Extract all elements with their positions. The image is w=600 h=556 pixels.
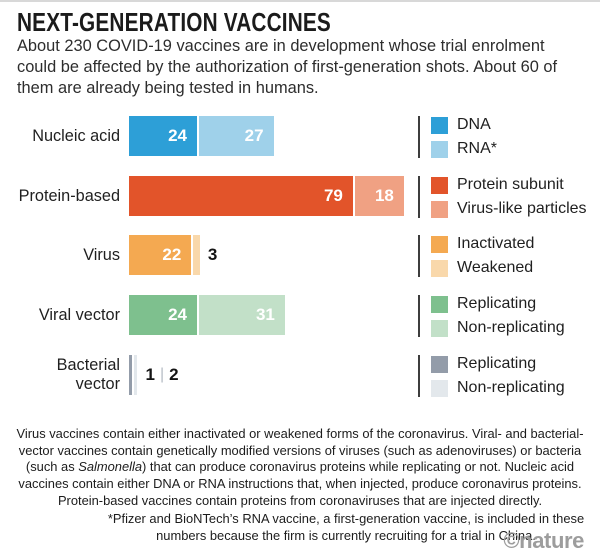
bar-segment-dna: 24 [129,116,198,156]
legend-group-2: Protein subunit Virus-like particles [418,176,593,218]
value-label: 22 [162,245,182,264]
legend-swatch-non-replicating [431,379,448,397]
value-label: 24 [168,305,188,324]
legend-label: Virus-like particles [457,200,587,217]
legend-group-4: Replicating Non-replicating [418,295,593,337]
category-label-virus: Virus [83,245,120,264]
bar-protein-based: 79 18 [129,176,404,216]
legend-item-replicating: Replicating [431,295,593,313]
bar-virus: 22 3 [129,235,217,275]
value-separator: | [159,366,165,383]
legend-item-inactivated: Inactivated [431,235,593,253]
bar-segment-non-replicating: 31 [197,295,285,335]
category-label-nucleic-acid: Nucleic acid [32,126,120,145]
note-text-cont: ) that can produce coronavirus proteins … [18,459,582,509]
legend-label: Replicating [457,295,537,312]
value-label: 3 [207,245,218,264]
bar-nucleic-acid: 24 27 [129,116,274,156]
legend-item-virus-like-particles: Virus-like particles [431,200,593,218]
legend-label: Weakened [457,259,534,276]
bar-segment-non-replicating [131,355,138,395]
legend-item-dna: DNA [431,116,593,134]
chart-note: Virus vaccines contain either inactivate… [8,426,592,510]
bar-segment-virus-like-particles: 18 [352,176,404,216]
note-italic-text: Salmonella [78,459,143,475]
bar-segment-replicating: 24 [129,295,198,335]
category-label-bacterial-vector: Bacterial vector [56,356,120,393]
nature-credit: ©nature [503,528,584,553]
note-text: Virus vaccines contain either inactivate… [16,425,584,475]
bar-segment-inactivated: 22 [129,235,192,275]
bar-segment-replicating [129,355,132,395]
legend-group-5: Replicating Non-replicating [418,355,593,397]
legend-swatch-inactivated [431,235,448,253]
legend-swatch-virus-like-particles [431,200,448,218]
legend-label: Protein subunit [457,176,564,193]
value-label: 31 [255,305,275,324]
value-label: 1 [145,365,155,384]
legend-label: RNA* [457,140,498,157]
legend-item-weakened: Weakened [431,259,593,277]
bar-segment-protein-subunit: 79 [129,176,353,216]
chart-row-viral-vector: Viral vector 24 31 [0,295,600,335]
legend-item-rna: RNA* [431,140,593,158]
legend-item-non-replicating: Non-replicating [431,379,593,397]
legend-swatch-dna [431,116,448,134]
chart-row-bacterial-vector: Bacterial vector 1 | 2 [0,355,600,395]
legend-label: Inactivated [457,235,535,252]
legend-swatch-non-replicating [431,319,448,337]
bar-segment-weakened [191,235,200,275]
legend-item-protein-subunit: Protein subunit [431,176,593,194]
chart-row-virus: Virus 22 3 [0,235,600,275]
chart-row-protein-based: Protein-based 79 18 [0,176,600,216]
value-label: 24 [168,126,188,145]
outside-value-label: 3 [208,245,217,265]
legend-label: Non-replicating [457,379,565,396]
chart-subtitle: About 230 COVID-19 vaccines are in devel… [17,37,558,97]
category-label-viral-vector: Viral vector [38,305,120,324]
value-label: 18 [374,186,394,205]
category-label-protein-based: Protein-based [18,186,120,205]
bar-segment-rna: 27 [197,116,274,156]
legend-swatch-replicating [431,295,448,313]
legend-label: Non-replicating [457,319,565,336]
legend-item-replicating: Replicating [431,355,593,373]
value-label: 2 [169,365,179,384]
chart-row-nucleic-acid: Nucleic acid 24 27 [0,116,600,156]
legend-item-non-replicating: Non-replicating [431,319,593,337]
legend-swatch-rna [431,140,448,158]
legend-group-3: Inactivated Weakened [418,235,593,277]
legend-label: Replicating [457,355,537,372]
page-title: NEXT-GENERATION VACCINES [17,7,331,37]
asterisk-footnote: *Pfizer and BioNTech’s RNA vaccine, a fi… [107,510,585,543]
bar-viral-vector: 24 31 [129,295,285,335]
value-label: 27 [244,126,264,145]
value-label: 79 [323,186,343,205]
outside-value-label: 1 | 2 [145,365,178,385]
legend-swatch-replicating [431,355,448,373]
legend-label: DNA [457,116,491,133]
legend-swatch-protein-subunit [431,176,448,194]
legend-group-1: DNA RNA* [418,116,593,158]
legend-swatch-weakened [431,259,448,277]
bar-bacterial-vector: 1 | 2 [129,355,179,395]
